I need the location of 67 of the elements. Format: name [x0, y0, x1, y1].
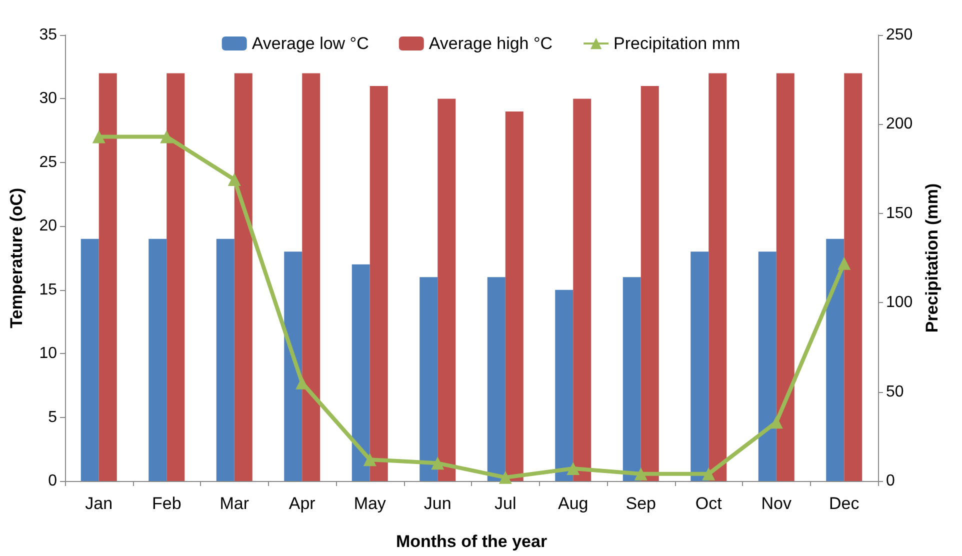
y-tick-label: 30 [39, 90, 58, 108]
bar [776, 73, 794, 481]
point [92, 130, 106, 144]
bar [80, 238, 99, 481]
y-tick-label: 35 [39, 26, 58, 44]
point [770, 416, 783, 429]
x-tick-label: Jan [85, 494, 113, 513]
y-tick-label: 10 [39, 345, 58, 362]
bar [166, 73, 185, 481]
bar [555, 290, 574, 481]
bar [758, 252, 776, 481]
bar [505, 111, 524, 481]
bar [284, 252, 302, 481]
x-tick-label: May [354, 494, 386, 513]
x-tick-label: Sep [626, 494, 656, 513]
point [160, 130, 174, 144]
bar [573, 98, 592, 481]
point [498, 470, 512, 484]
point [228, 173, 241, 186]
bar [98, 73, 117, 481]
bar [826, 238, 844, 481]
bar [420, 277, 438, 481]
bar [302, 73, 320, 481]
y2-axis-title: Precipitation (mm) [922, 183, 942, 333]
y2-tick-label: 150 [886, 204, 913, 222]
y2-tick-label: 50 [886, 383, 904, 400]
point [838, 256, 851, 270]
x-axis-title: Months of the year [396, 532, 548, 551]
y-tick-label: 5 [48, 408, 58, 426]
point [431, 456, 444, 470]
point [634, 467, 648, 480]
x-tick-label: Nov [761, 494, 792, 513]
y2-tick-label: 200 [886, 116, 913, 133]
y-tick-label: 25 [39, 154, 58, 171]
x-tick-label: Dec [829, 494, 860, 513]
bar [438, 98, 456, 481]
point [363, 453, 376, 466]
point [702, 467, 716, 480]
x-tick-label: Feb [152, 494, 182, 513]
bar [487, 277, 506, 481]
point [566, 462, 580, 476]
y-tick-label: 15 [39, 281, 58, 298]
legend-label: Average high °C [428, 34, 553, 53]
x-tick-label: Mar [220, 494, 250, 513]
x-tick-label: Jun [424, 494, 452, 513]
bar [844, 73, 862, 481]
y-axis-title: Temperature (oC) [7, 188, 26, 328]
y-tick-label: 20 [39, 218, 58, 235]
x-tick-label: Apr [288, 494, 316, 513]
bar [352, 264, 370, 481]
bar [708, 73, 727, 481]
x-tick-label: Jul [494, 494, 516, 513]
y2-tick-label: 0 [886, 472, 895, 490]
bar [148, 238, 167, 481]
y2-tick-label: 250 [886, 26, 913, 44]
x-tick-label: Oct [695, 494, 722, 513]
legend-label: Precipitation mm [614, 34, 740, 53]
bar [622, 277, 641, 481]
legend-label: Average low °C [252, 34, 369, 53]
bar [216, 238, 234, 481]
bar [234, 73, 252, 481]
bar [370, 86, 388, 481]
x-tick-label: Aug [558, 494, 588, 513]
y2-tick-label: 100 [886, 294, 913, 312]
y-tick-label: 0 [48, 472, 58, 490]
bar [640, 86, 659, 481]
bar [690, 252, 709, 481]
